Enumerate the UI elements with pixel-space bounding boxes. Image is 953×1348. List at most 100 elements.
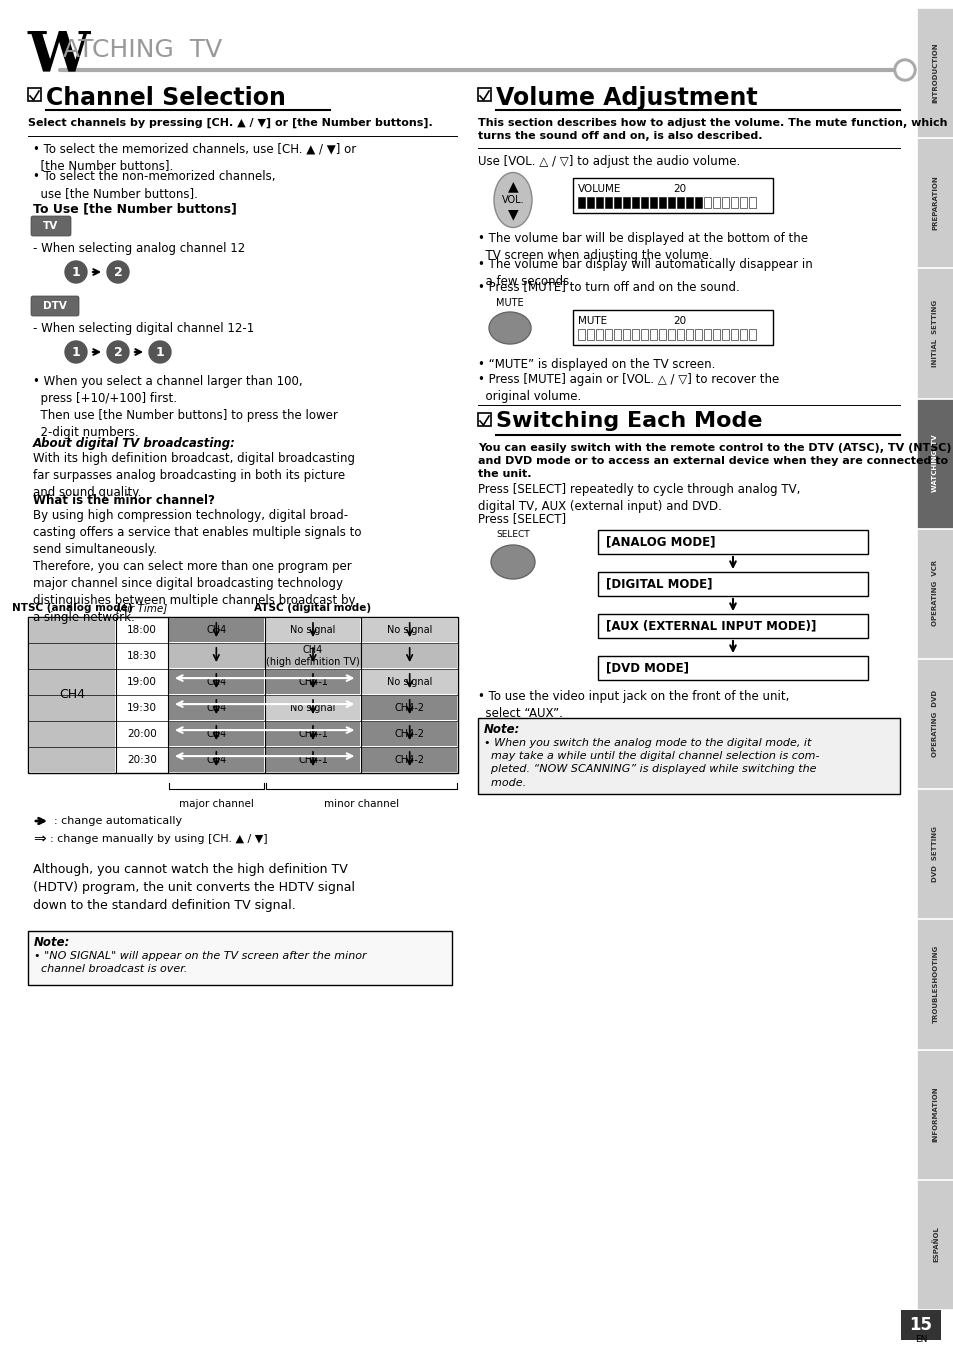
Bar: [28, 88, 41, 101]
Text: 20: 20: [672, 315, 685, 326]
Text: 15: 15: [908, 1316, 931, 1335]
Bar: [649, 329, 657, 340]
Bar: [916, 139, 953, 267]
Circle shape: [65, 262, 87, 283]
Bar: [362, 670, 456, 694]
Text: Note:: Note:: [34, 936, 71, 949]
Text: • “MUTE” is displayed on the TV screen.: • “MUTE” is displayed on the TV screen.: [477, 359, 715, 371]
Text: 19:00: 19:00: [127, 677, 157, 687]
Bar: [712, 329, 720, 340]
Text: This section describes how to adjust the volume. The mute function, which
turns : This section describes how to adjust the…: [477, 119, 946, 142]
Circle shape: [65, 341, 87, 363]
Circle shape: [896, 62, 912, 78]
Bar: [916, 659, 953, 789]
Text: WATCHING  TV: WATCHING TV: [931, 434, 938, 492]
Circle shape: [107, 341, 129, 363]
Bar: [169, 723, 263, 745]
Bar: [614, 197, 620, 208]
Bar: [916, 789, 953, 918]
Bar: [573, 310, 772, 345]
Bar: [604, 329, 612, 340]
Text: [DIGITAL MODE]: [DIGITAL MODE]: [605, 577, 712, 590]
Text: - When selecting digital channel 12-1: - When selecting digital channel 12-1: [33, 322, 254, 336]
Text: VOL.: VOL.: [501, 195, 524, 205]
Text: INTRODUCTION: INTRODUCTION: [931, 42, 938, 102]
Text: TROUBLESHOOTING: TROUBLESHOOTING: [931, 945, 938, 1023]
Text: - When selecting analog channel 12: - When selecting analog channel 12: [33, 243, 245, 255]
Bar: [362, 723, 456, 745]
Text: 1: 1: [155, 345, 164, 359]
Bar: [578, 329, 584, 340]
Text: Press [SELECT] repeatedly to cycle through analog TV,
digital TV, AUX (external : Press [SELECT] repeatedly to cycle throu…: [477, 483, 800, 514]
Text: ▲: ▲: [507, 179, 517, 193]
Bar: [900, 1310, 940, 1340]
Bar: [916, 528, 953, 658]
Bar: [598, 530, 867, 554]
Bar: [622, 329, 629, 340]
Bar: [169, 696, 263, 720]
Text: 1: 1: [71, 345, 80, 359]
Bar: [622, 197, 629, 208]
Bar: [748, 197, 755, 208]
Bar: [721, 197, 728, 208]
Bar: [916, 919, 953, 1049]
Bar: [578, 197, 584, 208]
Text: • Press [MUTE] again or [VOL. △ / ▽] to recover the
  original volume.: • Press [MUTE] again or [VOL. △ / ▽] to …: [477, 373, 779, 403]
Text: VOLUME: VOLUME: [578, 183, 620, 194]
Bar: [614, 329, 620, 340]
Text: 19:30: 19:30: [127, 704, 157, 713]
Bar: [712, 197, 720, 208]
Text: 2: 2: [113, 345, 122, 359]
Text: • To use the video input jack on the front of the unit,
  select “AUX”.: • To use the video input jack on the fro…: [477, 690, 788, 720]
Text: major channel: major channel: [179, 799, 253, 809]
Text: • To select the non-memorized channels,
  use [the Number buttons].: • To select the non-memorized channels, …: [33, 170, 275, 200]
Bar: [740, 197, 746, 208]
Bar: [631, 197, 639, 208]
Text: minor channel: minor channel: [323, 799, 398, 809]
Bar: [730, 197, 738, 208]
Bar: [28, 617, 457, 772]
Bar: [640, 329, 647, 340]
Bar: [703, 197, 710, 208]
Bar: [695, 329, 701, 340]
Bar: [265, 748, 360, 772]
Text: To Use [the Number buttons]: To Use [the Number buttons]: [33, 202, 236, 214]
Text: MUTE: MUTE: [578, 315, 606, 326]
Text: CH4: CH4: [206, 755, 226, 766]
Text: Although, you cannot watch the high definition TV
(HDTV) program, the unit conve: Although, you cannot watch the high defi…: [33, 863, 355, 913]
Bar: [586, 197, 594, 208]
Text: W: W: [28, 28, 91, 84]
Text: DTV: DTV: [43, 301, 67, 311]
Text: • To select the memorized channels, use [CH. ▲ / ▼] or
  [the Number buttons].: • To select the memorized channels, use …: [33, 142, 355, 173]
Text: 18:30: 18:30: [127, 651, 157, 661]
Bar: [265, 696, 360, 720]
Bar: [659, 329, 665, 340]
Circle shape: [107, 262, 129, 283]
Circle shape: [893, 59, 915, 81]
Bar: [916, 268, 953, 398]
Bar: [477, 412, 491, 426]
Text: OPERATING  VCR: OPERATING VCR: [931, 561, 938, 627]
Text: [DVD MODE]: [DVD MODE]: [605, 662, 688, 674]
Text: ATSC (digital mode): ATSC (digital mode): [254, 603, 371, 613]
Text: What is the minor channel?: What is the minor channel?: [33, 493, 214, 507]
Bar: [596, 329, 602, 340]
Bar: [169, 644, 456, 669]
Text: Press [SELECT]: Press [SELECT]: [477, 512, 565, 524]
Text: CH4: CH4: [206, 729, 226, 739]
Text: EN: EN: [914, 1336, 926, 1344]
Bar: [265, 670, 360, 694]
Bar: [598, 613, 867, 638]
Bar: [604, 197, 612, 208]
Bar: [916, 1050, 953, 1178]
Text: DVD  SETTING: DVD SETTING: [931, 826, 938, 882]
Text: • The volume bar will be displayed at the bottom of the
  TV screen when adjusti: • The volume bar will be displayed at th…: [477, 232, 807, 262]
Text: You can easily switch with the remote control to the DTV (ATSC), TV (NTSC)
and D: You can easily switch with the remote co…: [477, 443, 950, 480]
Text: • "NO SIGNAL" will appear on the TV screen after the minor
  channel broadcast i: • "NO SIGNAL" will appear on the TV scre…: [34, 950, 366, 975]
Text: CH4: CH4: [206, 677, 226, 687]
Text: 1: 1: [71, 266, 80, 279]
Text: ATCHING  TV: ATCHING TV: [63, 38, 222, 62]
Text: 18:00: 18:00: [127, 625, 157, 635]
Bar: [477, 88, 491, 101]
Text: SELECT: SELECT: [496, 530, 529, 539]
